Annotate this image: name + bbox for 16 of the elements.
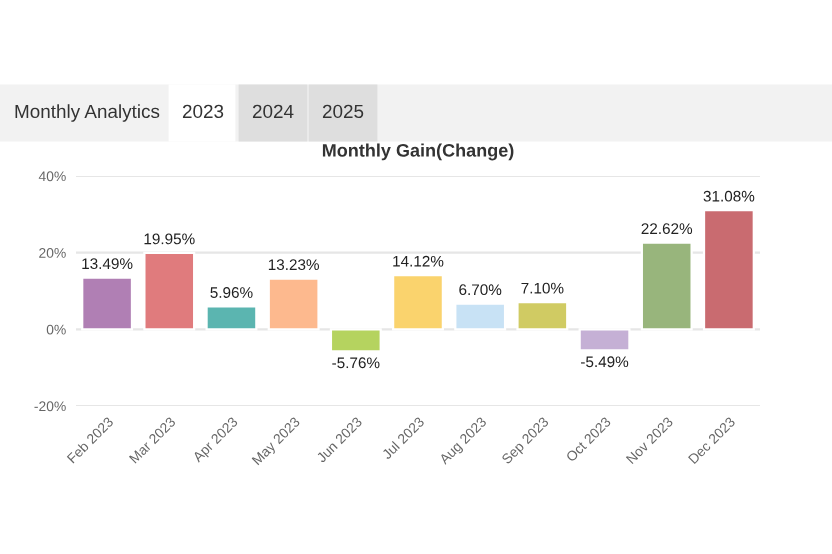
text: 2024 xyxy=(252,104,294,119)
bar xyxy=(702,209,755,331)
bar xyxy=(205,305,258,331)
bar xyxy=(143,251,196,331)
bar xyxy=(516,301,569,331)
bar xyxy=(578,328,631,352)
bar xyxy=(267,277,320,331)
bar xyxy=(454,302,507,331)
bar xyxy=(81,276,134,331)
text: Monthly Analytics xyxy=(15,104,160,122)
chart-title: Monthly Gain(Change) xyxy=(322,143,514,161)
bar xyxy=(329,328,382,353)
text: 2025 xyxy=(322,104,364,119)
text: 2023 xyxy=(182,104,224,119)
bar xyxy=(392,274,444,331)
bar xyxy=(640,241,693,331)
